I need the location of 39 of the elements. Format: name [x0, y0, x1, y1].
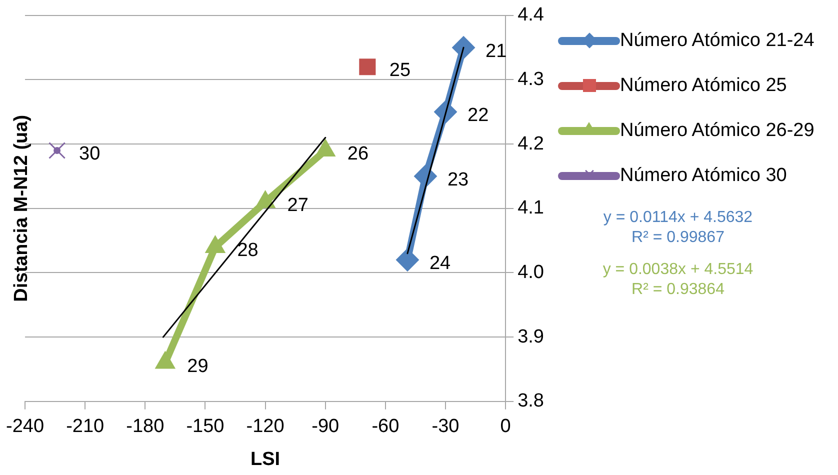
point — [205, 236, 226, 253]
x-axis-title: LSI — [250, 448, 280, 470]
legend-label: Número Atómico 21-24 — [620, 29, 816, 53]
x-tick-label: -210 — [66, 416, 104, 438]
y-axis-title: Distancia M-N12 (ua) — [11, 114, 32, 302]
y-tick-label: 4.1 — [518, 198, 544, 219]
x-tick-label: -240 — [6, 416, 44, 438]
point — [48, 142, 66, 160]
y-tick-label: 4.0 — [518, 262, 544, 283]
annotation: 30 — [79, 144, 100, 165]
y-tick-label: 3.9 — [518, 326, 544, 348]
x-tick-label: -150 — [186, 416, 224, 438]
x-tick-label: -60 — [372, 416, 400, 438]
legend-label: Número Atómico 30 — [620, 164, 788, 188]
legend-label: Número Atómico 25 — [620, 74, 788, 98]
y-tick-label: 4.4 — [518, 4, 544, 26]
text: y = 0.0114x + 4.5632 R² = 0.99867 — [602, 208, 754, 248]
y-tick-label: 3.8 — [518, 390, 544, 412]
point — [452, 36, 476, 60]
x-tick-label: -90 — [312, 416, 340, 438]
annotation: 22 — [468, 105, 489, 126]
x-tick-label: 0 — [500, 416, 511, 438]
legend-label: Número Atómico 26-29 — [620, 119, 816, 143]
x-tick-label: -30 — [432, 416, 460, 438]
point — [155, 351, 176, 369]
y-tick-label: 4.2 — [518, 133, 544, 154]
y-tick-label: 4.3 — [518, 68, 544, 90]
point — [359, 58, 376, 76]
x-tick-label: -180 — [126, 416, 164, 438]
annotation: 25 — [389, 60, 411, 82]
annotation: 28 — [237, 240, 258, 262]
annotation: 29 — [187, 356, 208, 378]
annotation: 21 — [486, 40, 507, 62]
annotation: 26 — [347, 144, 369, 165]
x-tick-label: -120 — [246, 416, 284, 438]
annotation: 23 — [447, 169, 469, 190]
annotation: 24 — [429, 253, 452, 274]
text: y = 0.0038x + 4.5514 R² = 0.93864 — [602, 260, 754, 300]
annotation: 27 — [287, 195, 308, 216]
